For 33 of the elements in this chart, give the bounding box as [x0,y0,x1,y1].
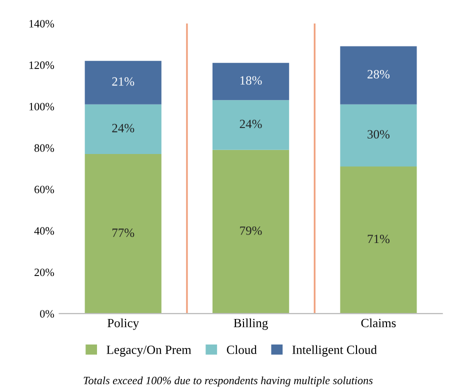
legend-label: Intelligent Cloud [292,345,377,357]
bar [212,100,290,150]
bar [340,166,417,314]
y-tick-label: 0% [40,310,54,318]
bar [84,60,162,104]
bar [84,154,162,314]
bar [212,62,290,100]
y-tick-label: 80% [34,144,54,152]
y-tick-label: 60% [34,186,54,194]
bar [212,150,290,314]
data-label: 24% [112,124,134,132]
y-tick-label: 20% [34,268,54,276]
data-label: 28% [368,70,390,78]
x-tick-label: Billing [234,318,268,330]
data-label: 21% [112,77,134,86]
y-tick-label: 140% [29,20,54,28]
bar [340,104,417,166]
x-tick-label: Claims [361,318,396,328]
y-tick-label: 120% [29,61,54,69]
data-label: 24% [240,120,262,128]
data-label: 18% [240,76,262,85]
y-tick-label: 40% [34,227,54,235]
data-label: 30% [368,130,390,139]
legend-label: Legacy/On Prem [106,346,192,357]
text: Totals exceed 100% due to respondents having multiple solutions [84,376,373,387]
y-tick-label: 100% [29,102,54,110]
legend-label: Cloud [226,345,257,354]
data-label: 79% [240,226,262,235]
bar [84,104,162,154]
data-label: 77% [112,228,134,237]
x-tick-label: Policy [108,318,140,330]
data-label: 71% [368,234,390,244]
bar [340,46,417,104]
